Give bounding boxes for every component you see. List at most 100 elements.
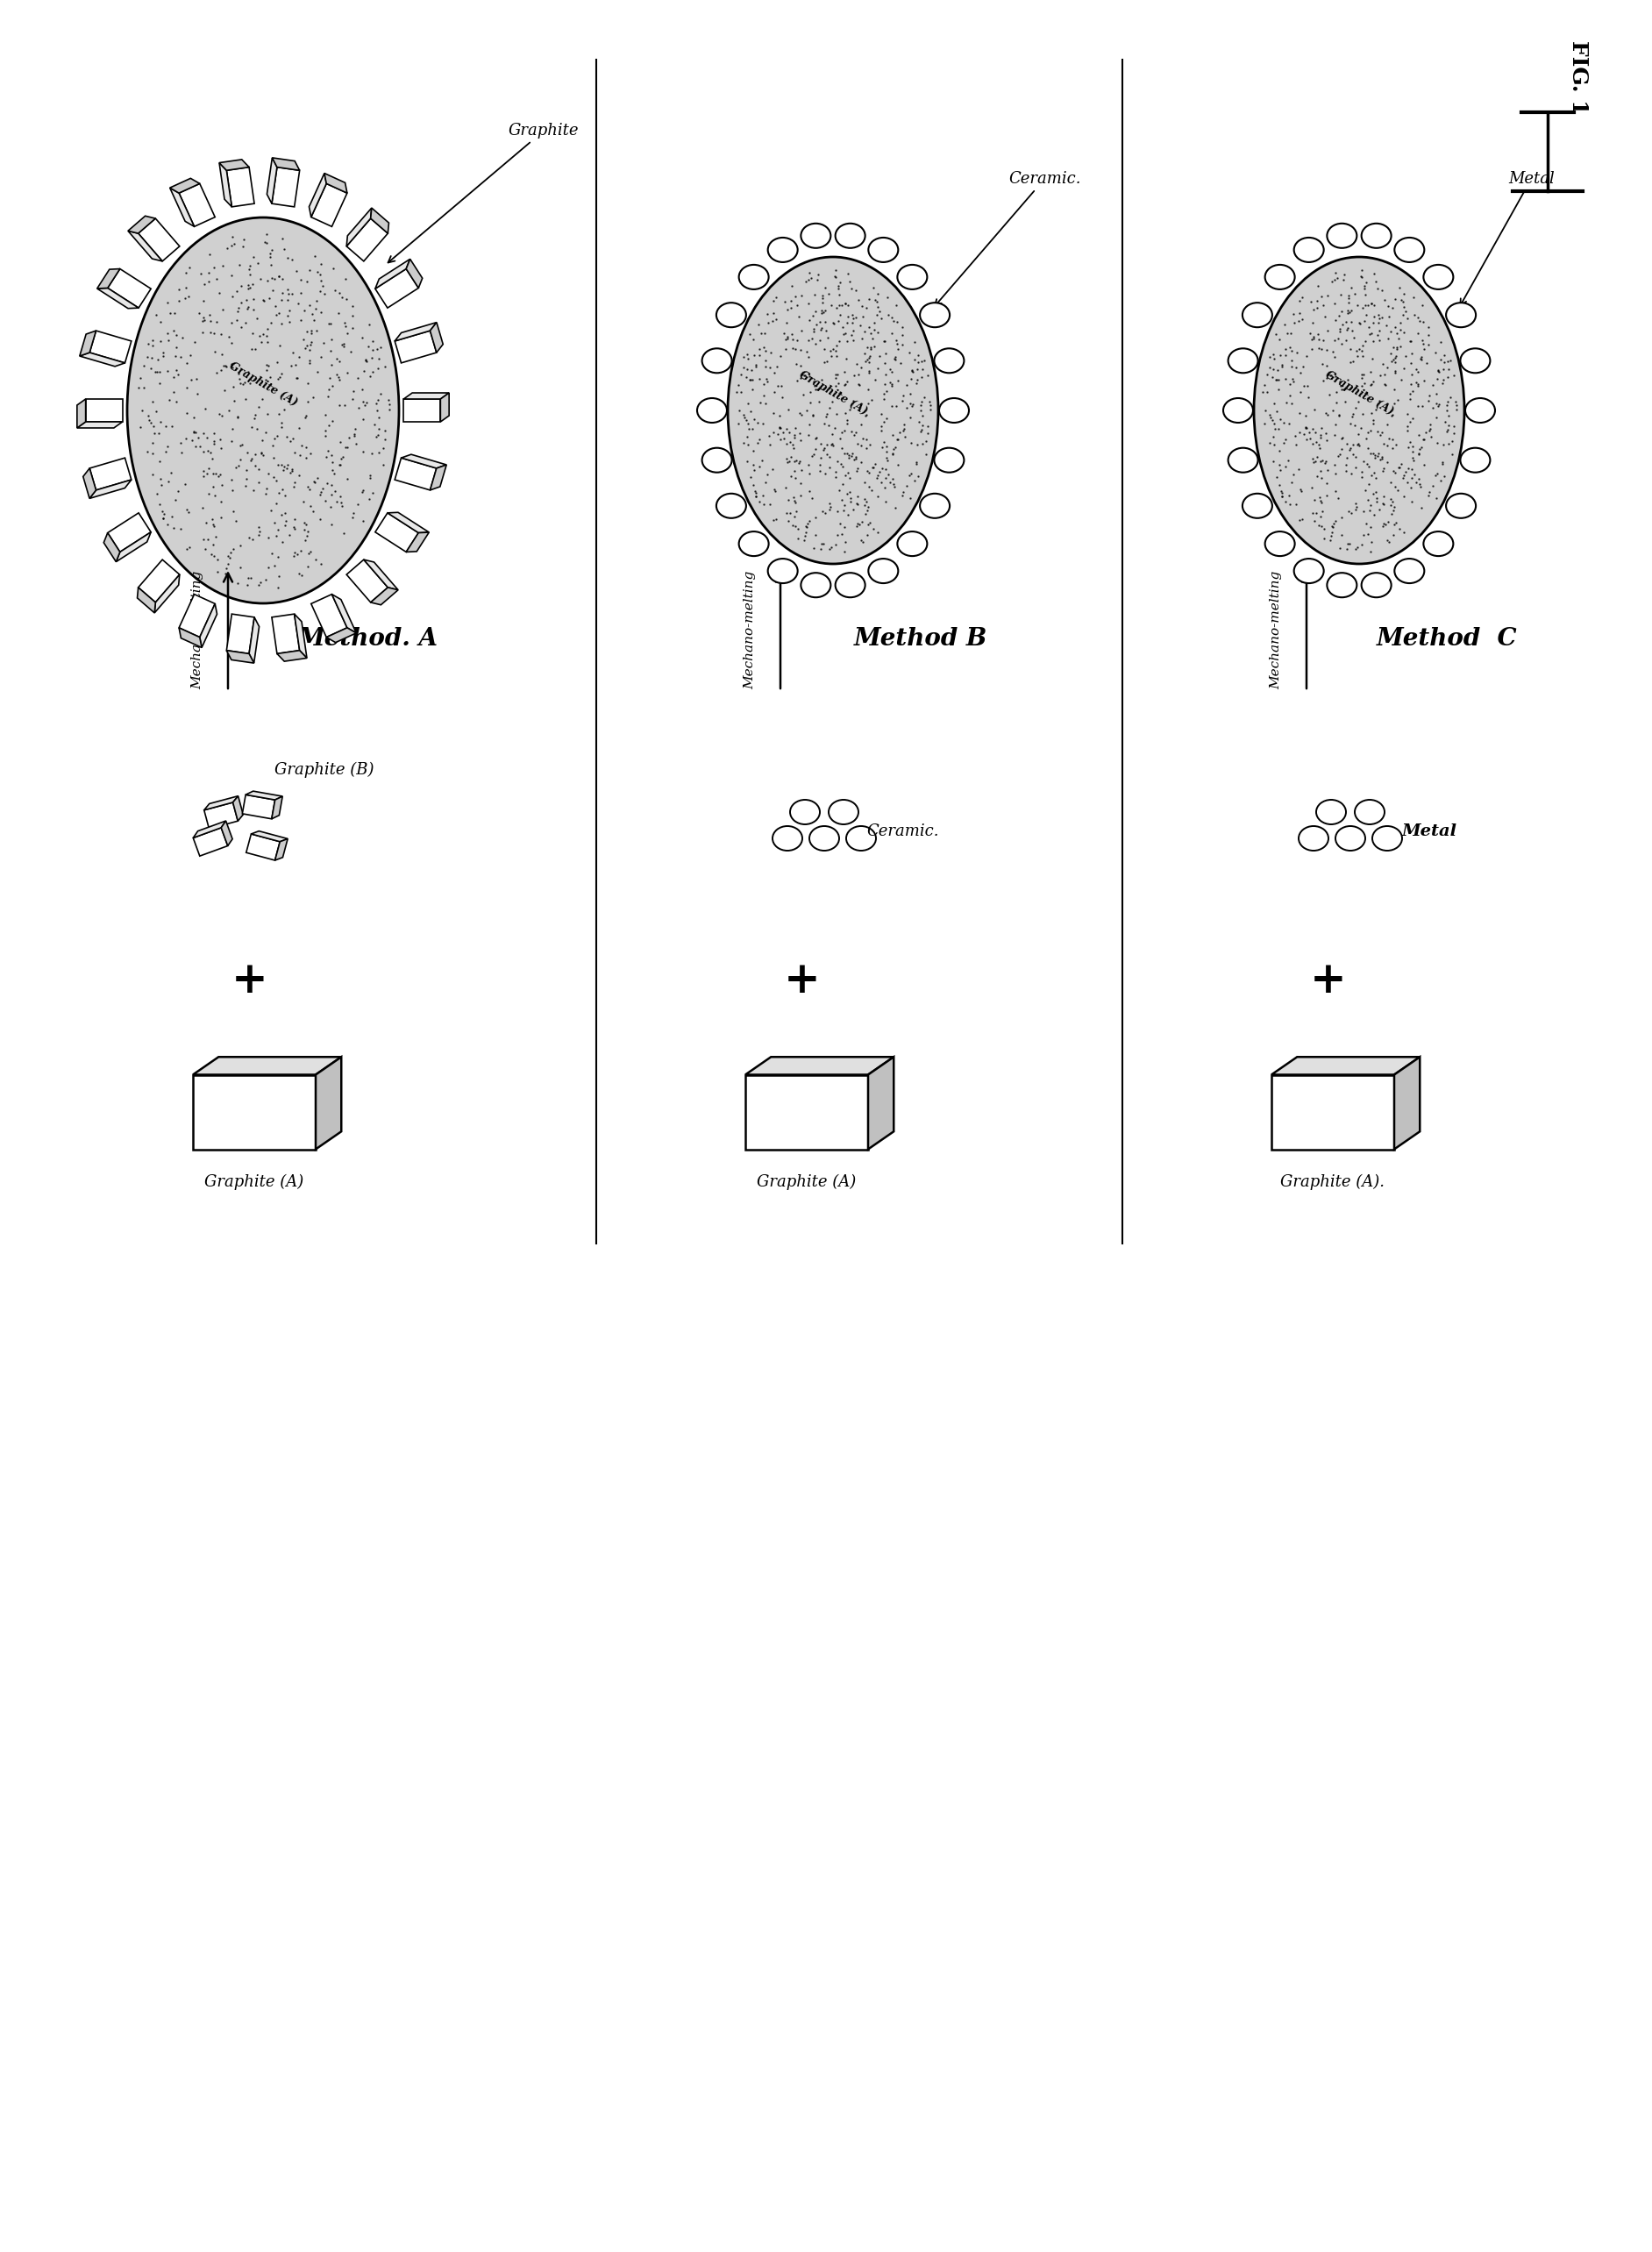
Polygon shape: [221, 822, 233, 847]
Polygon shape: [97, 288, 139, 309]
Ellipse shape: [1294, 558, 1323, 583]
Polygon shape: [226, 615, 254, 653]
Polygon shape: [78, 421, 122, 428]
Ellipse shape: [1327, 223, 1356, 248]
Ellipse shape: [897, 266, 927, 288]
Polygon shape: [178, 185, 215, 227]
Ellipse shape: [869, 558, 899, 583]
Polygon shape: [406, 531, 430, 552]
Polygon shape: [193, 829, 228, 856]
Polygon shape: [79, 331, 96, 356]
Text: Graphite (A): Graphite (A): [1323, 369, 1396, 417]
Ellipse shape: [790, 799, 819, 824]
Polygon shape: [274, 838, 287, 860]
Polygon shape: [193, 1056, 342, 1074]
Polygon shape: [430, 464, 446, 491]
Ellipse shape: [1227, 448, 1257, 473]
Ellipse shape: [717, 493, 747, 518]
Text: Mechano-melting: Mechano-melting: [743, 570, 757, 689]
Ellipse shape: [897, 531, 927, 556]
Polygon shape: [220, 160, 249, 171]
Ellipse shape: [1317, 799, 1346, 824]
Polygon shape: [441, 392, 449, 421]
Text: Metal: Metal: [1460, 171, 1555, 306]
Polygon shape: [1272, 1074, 1394, 1149]
Ellipse shape: [717, 302, 747, 327]
Polygon shape: [193, 822, 226, 838]
Polygon shape: [403, 399, 441, 421]
Ellipse shape: [869, 239, 899, 261]
Polygon shape: [273, 158, 299, 171]
Polygon shape: [246, 790, 282, 799]
Polygon shape: [406, 259, 423, 288]
Ellipse shape: [1265, 266, 1295, 288]
Ellipse shape: [920, 302, 950, 327]
Ellipse shape: [1355, 799, 1384, 824]
Ellipse shape: [935, 448, 965, 473]
Ellipse shape: [1265, 531, 1295, 556]
Polygon shape: [116, 531, 150, 561]
Polygon shape: [324, 173, 347, 194]
Polygon shape: [311, 595, 347, 637]
Ellipse shape: [729, 257, 938, 563]
Polygon shape: [97, 268, 121, 288]
Ellipse shape: [1298, 826, 1328, 851]
Polygon shape: [375, 513, 418, 552]
Ellipse shape: [1460, 349, 1490, 374]
Polygon shape: [243, 795, 274, 820]
Ellipse shape: [702, 448, 732, 473]
Text: Graphite (A): Graphite (A): [757, 1173, 856, 1189]
Ellipse shape: [738, 266, 768, 288]
Text: FIG. 1: FIG. 1: [1568, 41, 1589, 115]
Ellipse shape: [846, 826, 876, 851]
Polygon shape: [178, 628, 202, 649]
Text: Graphite (A): Graphite (A): [205, 1173, 304, 1189]
Text: Method. A: Method. A: [297, 626, 438, 651]
Ellipse shape: [836, 572, 866, 597]
Ellipse shape: [829, 799, 859, 824]
Polygon shape: [107, 513, 150, 552]
Polygon shape: [178, 595, 215, 637]
Polygon shape: [363, 558, 398, 590]
Ellipse shape: [1327, 572, 1356, 597]
Ellipse shape: [1254, 257, 1464, 563]
Polygon shape: [139, 218, 180, 261]
Text: +: +: [1310, 959, 1346, 1002]
Ellipse shape: [1222, 399, 1252, 423]
Polygon shape: [867, 1056, 894, 1149]
Ellipse shape: [1465, 399, 1495, 423]
Text: +: +: [785, 959, 821, 1002]
Polygon shape: [220, 162, 231, 207]
Polygon shape: [347, 218, 388, 261]
Text: Mechano-melting: Mechano-melting: [1270, 570, 1282, 689]
Ellipse shape: [801, 223, 831, 248]
Polygon shape: [200, 604, 216, 649]
Polygon shape: [107, 268, 150, 309]
Polygon shape: [370, 588, 398, 606]
Ellipse shape: [127, 218, 400, 604]
Polygon shape: [89, 331, 132, 363]
Polygon shape: [745, 1074, 867, 1149]
Ellipse shape: [1335, 826, 1365, 851]
Polygon shape: [430, 322, 443, 354]
Polygon shape: [273, 167, 299, 207]
Ellipse shape: [1361, 223, 1391, 248]
Polygon shape: [193, 1074, 316, 1149]
Polygon shape: [347, 558, 388, 601]
Polygon shape: [327, 628, 357, 642]
Ellipse shape: [809, 826, 839, 851]
Polygon shape: [246, 833, 279, 860]
Ellipse shape: [920, 493, 950, 518]
Polygon shape: [205, 802, 238, 829]
Ellipse shape: [836, 223, 866, 248]
Polygon shape: [388, 513, 430, 534]
Ellipse shape: [1424, 531, 1454, 556]
Polygon shape: [127, 232, 162, 261]
Ellipse shape: [1373, 826, 1403, 851]
Text: Method B: Method B: [854, 626, 988, 651]
Polygon shape: [170, 178, 200, 194]
Ellipse shape: [935, 349, 965, 374]
Polygon shape: [316, 1056, 342, 1149]
Polygon shape: [268, 158, 278, 203]
Polygon shape: [347, 207, 372, 245]
